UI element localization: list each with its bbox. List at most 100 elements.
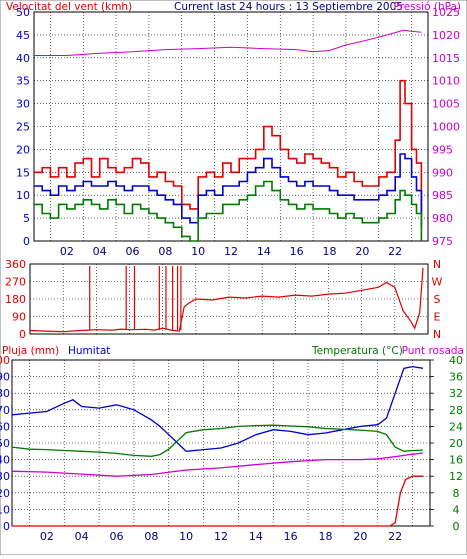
humidity-tick-label: 40 bbox=[0, 454, 10, 467]
wind-tick-label: 0 bbox=[23, 235, 30, 248]
temperature-tick-label: 24 bbox=[449, 420, 463, 433]
wind-tick-label: 20 bbox=[16, 143, 30, 156]
wind-x-tick-label: 08 bbox=[158, 245, 172, 258]
wind-tick-label: 40 bbox=[16, 52, 30, 65]
humidity-tick-label: 30 bbox=[0, 470, 10, 483]
temperature-tick-label: 20 bbox=[449, 437, 463, 450]
pressure-tick-label: 995 bbox=[432, 143, 453, 156]
wind-x-tick-label: 12 bbox=[224, 245, 238, 258]
pressure-right-tick-labels: 975 980 985 990 995 1000 1005 1010 1015 1020 1025 bbox=[432, 6, 460, 248]
humidity-x-tick-label: 06 bbox=[110, 530, 124, 543]
pressure-tick-label: 1005 bbox=[432, 98, 460, 111]
pressure-tick-label: 975 bbox=[432, 235, 453, 248]
pressure-tick-label: 985 bbox=[432, 189, 453, 202]
wind-tick-label: 50 bbox=[16, 6, 30, 19]
humidity-temperature-panel: 0102030405060708090100 04812162024283236… bbox=[0, 345, 464, 543]
humidity-tick-label: 60 bbox=[0, 420, 10, 433]
humidity-x-tick-label: 04 bbox=[75, 530, 89, 543]
pressure-tick-label: 1015 bbox=[432, 52, 460, 65]
pressure-tick-label: 1025 bbox=[432, 6, 460, 19]
pressure-tick-label: 980 bbox=[432, 212, 453, 225]
wind-tick-label: 5 bbox=[23, 212, 30, 225]
wind-tick-label: 25 bbox=[16, 121, 30, 134]
direction-degree-label: 180 bbox=[5, 293, 26, 306]
chart-title: Current last 24 hours : 13 Septiembre 20… bbox=[174, 1, 403, 13]
wind-x-tick-label: 04 bbox=[93, 245, 107, 258]
dew-point-axis-label: Punt rosada bbox=[402, 345, 464, 357]
wind-tick-label: 30 bbox=[16, 98, 30, 111]
wind-series bbox=[34, 29, 423, 242]
wind-series-minimum bbox=[34, 180, 423, 242]
wind-x-tick-label: 02 bbox=[60, 245, 74, 258]
direction-compass-label: W bbox=[432, 276, 443, 289]
direction-compass-label: E bbox=[434, 311, 441, 324]
humidity-series bbox=[11, 365, 424, 527]
direction-compass-label: S bbox=[434, 293, 441, 306]
temperature-tick-label: 0 bbox=[453, 520, 460, 533]
direction-degree-label: 0 bbox=[19, 328, 26, 341]
humidity-x-tick-label: 02 bbox=[40, 530, 54, 543]
humidity-series-humidity bbox=[11, 365, 424, 452]
direction-degree-label: 90 bbox=[12, 311, 26, 324]
wind-tick-label: 45 bbox=[16, 29, 30, 42]
humidity-plot-area bbox=[11, 359, 431, 527]
temperature-tick-label: 16 bbox=[449, 454, 463, 467]
wind-series-pressure bbox=[34, 29, 422, 56]
wind-x-tick-label: 20 bbox=[355, 245, 369, 258]
humidity-x-tick-label: 14 bbox=[249, 530, 263, 543]
wind-left-tick-labels: 0 5 10 15 20 25 30 35 40 45 50 bbox=[16, 6, 30, 248]
wind-x-tick-label: 16 bbox=[290, 245, 304, 258]
wind-tick-label: 15 bbox=[16, 166, 30, 179]
humidity-tick-label: 0 bbox=[3, 520, 10, 533]
humidity-x-tick-label: 12 bbox=[214, 530, 228, 543]
wind-x-tick-label: 14 bbox=[257, 245, 271, 258]
wind-tick-label: 10 bbox=[16, 189, 30, 202]
humidity-tick-label: 100 bbox=[0, 354, 10, 367]
wind-x-tick-label: 06 bbox=[126, 245, 140, 258]
temperature-tick-label: 4 bbox=[453, 503, 460, 516]
temperature-tick-label: 36 bbox=[449, 371, 463, 384]
humidity-series-rain bbox=[12, 475, 423, 527]
direction-degree-label: 360 bbox=[5, 258, 26, 271]
direction-series bbox=[29, 266, 424, 333]
wind-x-tick-labels: 02 04 06 08 10 12 14 16 18 20 22 bbox=[60, 245, 402, 258]
wind-series-gust bbox=[34, 79, 423, 214]
direction-degree-tick-labels: 0 90 180 270 360 bbox=[5, 258, 26, 341]
humidity-x-tick-label: 20 bbox=[353, 530, 367, 543]
humidity-x-tick-label: 22 bbox=[388, 530, 402, 543]
direction-compass-label: N bbox=[433, 328, 441, 341]
pressure-axis-label: Pressió (hPa) bbox=[394, 1, 461, 13]
humidity-x-tick-label: 10 bbox=[179, 530, 193, 543]
temperature-tick-label: 40 bbox=[449, 354, 463, 367]
humidity-tick-label: 90 bbox=[0, 371, 10, 384]
humidity-tick-label: 70 bbox=[0, 404, 10, 417]
humidity-x-tick-label: 16 bbox=[284, 530, 298, 543]
humidity-series-dew-point bbox=[11, 452, 424, 477]
direction-series-wind-direction bbox=[29, 267, 424, 333]
temperature-right-tick-labels: 0 4 8 12 16 20 24 28 32 36 40 bbox=[430, 354, 463, 533]
direction-gridlines bbox=[30, 264, 428, 334]
humidity-tick-label: 50 bbox=[0, 437, 10, 450]
rain-axis-label: Pluja (mm) bbox=[2, 345, 59, 357]
humidity-tick-label: 10 bbox=[0, 503, 10, 516]
wind-series-average bbox=[34, 153, 423, 228]
pressure-tick-label: 990 bbox=[432, 166, 453, 179]
pressure-tick-label: 1000 bbox=[432, 121, 460, 134]
wind-x-tick-label: 22 bbox=[388, 245, 402, 258]
wind-x-tick-label: 18 bbox=[323, 245, 337, 258]
humidity-x-tick-label: 18 bbox=[319, 530, 333, 543]
humidity-x-tick-labels: 02 04 06 08 10 12 14 16 18 20 22 bbox=[40, 530, 402, 543]
temperature-tick-label: 28 bbox=[449, 404, 463, 417]
temperature-tick-label: 12 bbox=[449, 470, 463, 483]
humidity-x-tick-label: 08 bbox=[144, 530, 158, 543]
humidity-axis-label: Humitat bbox=[68, 345, 110, 357]
pressure-tick-label: 1020 bbox=[432, 29, 460, 42]
humidity-tick-label: 20 bbox=[0, 487, 10, 500]
humidity-tick-label: 80 bbox=[0, 387, 10, 400]
direction-degree-label: 270 bbox=[5, 276, 26, 289]
wind-tick-label: 35 bbox=[16, 75, 30, 88]
